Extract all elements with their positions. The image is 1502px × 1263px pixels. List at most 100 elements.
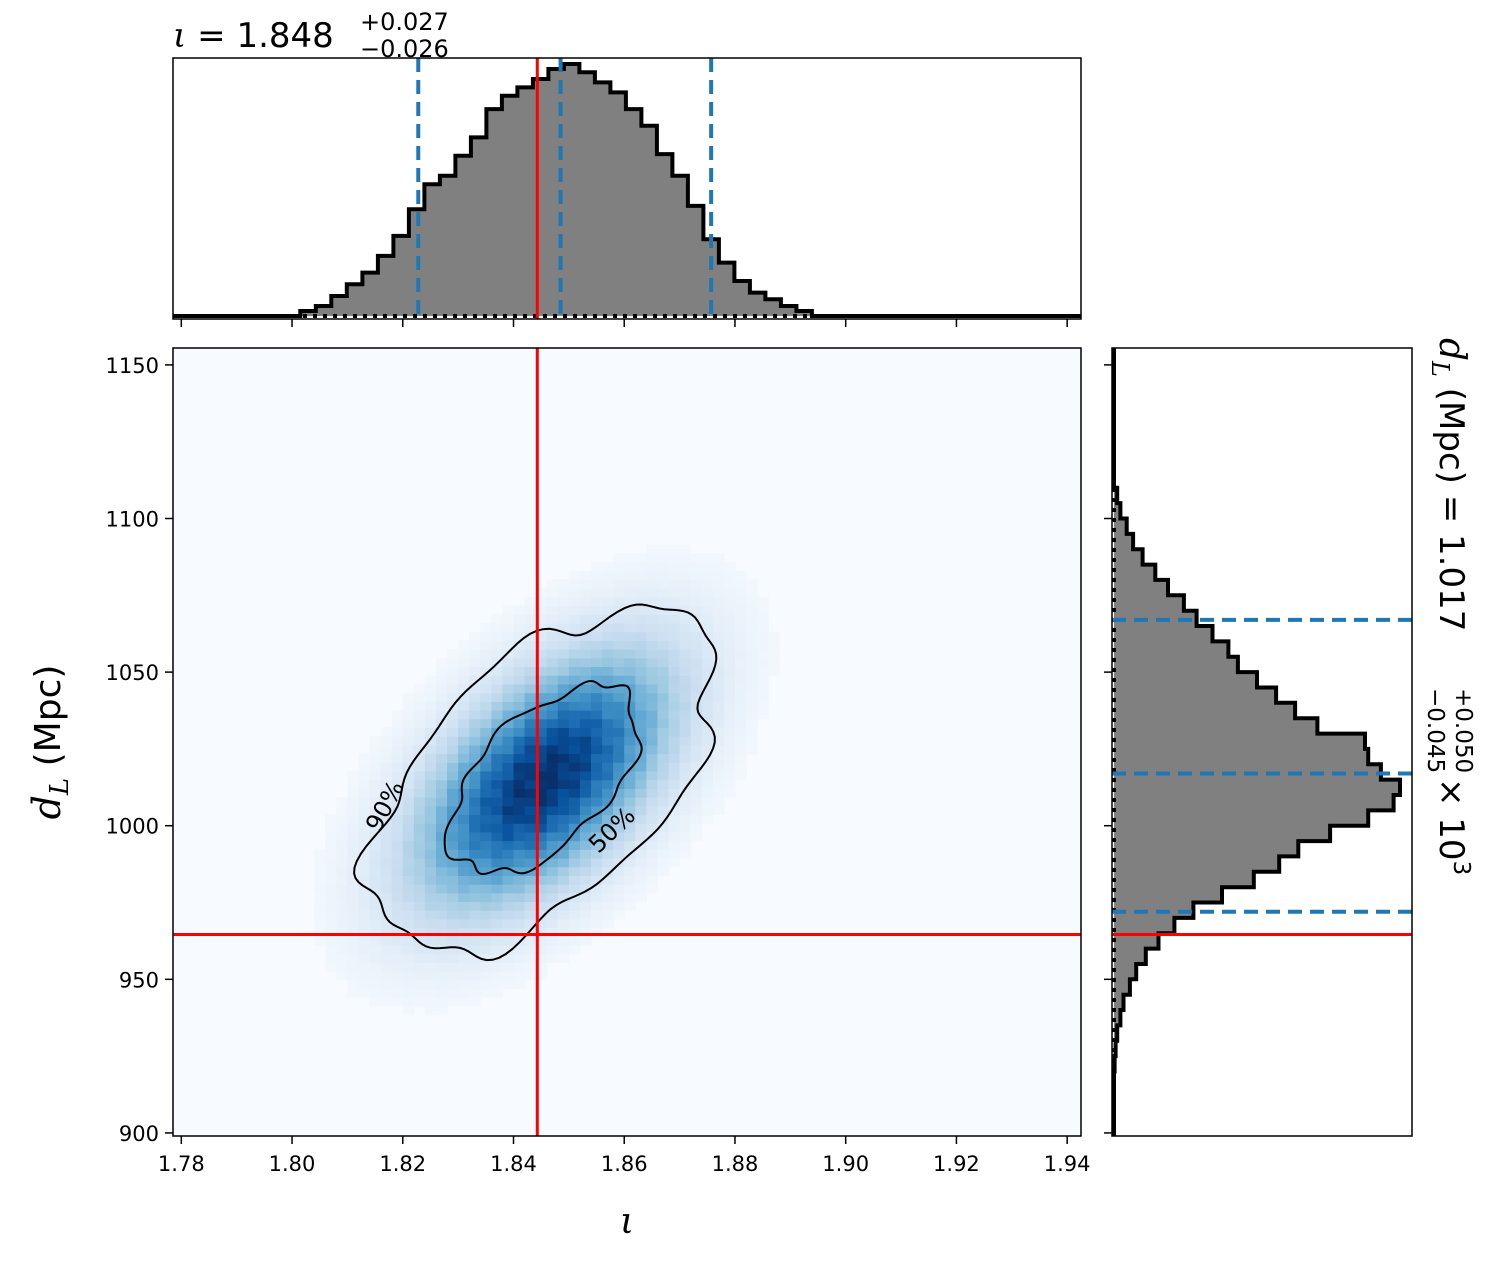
density-cell — [723, 779, 736, 789]
density-cell — [557, 596, 570, 607]
density-cell — [579, 788, 592, 798]
density-cell — [668, 797, 681, 807]
density-cell — [458, 831, 470, 842]
density-cell — [624, 866, 636, 876]
density-cell — [502, 657, 515, 668]
density-cell — [679, 779, 692, 789]
density-cell — [524, 823, 537, 833]
density-cell — [624, 779, 636, 789]
dl-hist-bar — [1114, 518, 1127, 535]
density-cell — [391, 753, 404, 763]
density-cell — [723, 683, 736, 694]
density-cell — [646, 588, 659, 598]
density-cell — [447, 884, 459, 894]
density-cell — [325, 831, 337, 842]
density-cell — [491, 631, 504, 641]
density-cell — [557, 762, 570, 772]
density-cell — [635, 805, 647, 816]
density-cell — [502, 875, 515, 885]
density-cell — [502, 692, 515, 702]
density-cell — [369, 962, 382, 972]
density-cell — [424, 683, 437, 694]
density-cell — [557, 666, 570, 676]
density-cell — [391, 718, 404, 728]
density-cell — [690, 562, 703, 572]
density-cell — [369, 840, 382, 850]
density-cell — [746, 614, 758, 624]
density-cell — [491, 971, 504, 981]
density-cell — [568, 831, 581, 842]
density-cell — [668, 570, 681, 581]
density-cell — [413, 962, 426, 972]
density-cell — [447, 962, 459, 972]
density-cell — [480, 875, 492, 885]
density-cell — [579, 657, 592, 668]
density-cell — [579, 588, 592, 598]
density-cell — [635, 622, 647, 633]
density-cell — [646, 544, 659, 554]
density-cell — [413, 927, 426, 937]
density-cell — [314, 857, 326, 868]
density-cell — [635, 736, 647, 746]
density-cell — [602, 788, 614, 798]
density-cell — [391, 814, 404, 824]
density-cell — [491, 962, 504, 972]
density-cell — [424, 762, 437, 772]
density-cell — [502, 831, 515, 842]
density-cell — [447, 788, 459, 798]
density-cell — [701, 562, 714, 572]
density-cell — [469, 727, 481, 737]
density-cell — [613, 562, 625, 572]
iota-hist-bar — [734, 281, 751, 316]
density-cell — [712, 770, 725, 781]
density-cell — [701, 692, 714, 702]
density-cell — [568, 666, 581, 676]
density-cell — [613, 892, 625, 903]
density-cell — [469, 666, 481, 676]
density-cell — [568, 857, 581, 868]
density-cell — [402, 805, 415, 816]
density-cell — [635, 788, 647, 798]
density-cell — [469, 779, 481, 789]
density-cell — [524, 770, 537, 781]
density-cell — [591, 770, 603, 781]
density-cell — [690, 622, 703, 633]
density-cell — [424, 901, 437, 911]
density-cell — [513, 875, 526, 885]
density-cell — [568, 649, 581, 659]
density-cell — [435, 779, 448, 789]
density-cell — [579, 840, 592, 850]
density-cell — [657, 570, 670, 581]
density-cell — [591, 875, 603, 885]
density-cell — [502, 788, 515, 798]
density-cell — [723, 570, 736, 581]
density-cell — [491, 805, 504, 816]
density-cell — [624, 657, 636, 668]
density-cell — [579, 596, 592, 607]
dl-marginal-frame — [1111, 347, 1413, 1137]
density-cell — [480, 988, 492, 998]
density-cell — [458, 936, 470, 946]
density-cell — [502, 710, 515, 720]
density-cell — [391, 971, 404, 981]
density-cell — [591, 884, 603, 894]
density-cell — [402, 910, 415, 920]
density-cell — [402, 988, 415, 998]
dl-hist-bar — [1114, 841, 1299, 857]
density-cell — [447, 831, 459, 842]
density-cell — [469, 988, 481, 998]
density-cell — [447, 953, 459, 964]
density-cell — [369, 823, 382, 833]
dl-hist-bar — [1114, 887, 1222, 904]
density-cell — [613, 701, 625, 711]
density-cell — [668, 753, 681, 763]
density-cell — [535, 823, 548, 833]
dl-hist-bar — [1114, 641, 1229, 658]
density-cell — [502, 936, 515, 946]
density-cell — [757, 640, 769, 650]
density-cell — [513, 936, 526, 946]
density-cell — [391, 918, 404, 929]
density-cell — [679, 744, 692, 755]
density-cell — [546, 614, 559, 624]
density-cell — [568, 762, 581, 772]
